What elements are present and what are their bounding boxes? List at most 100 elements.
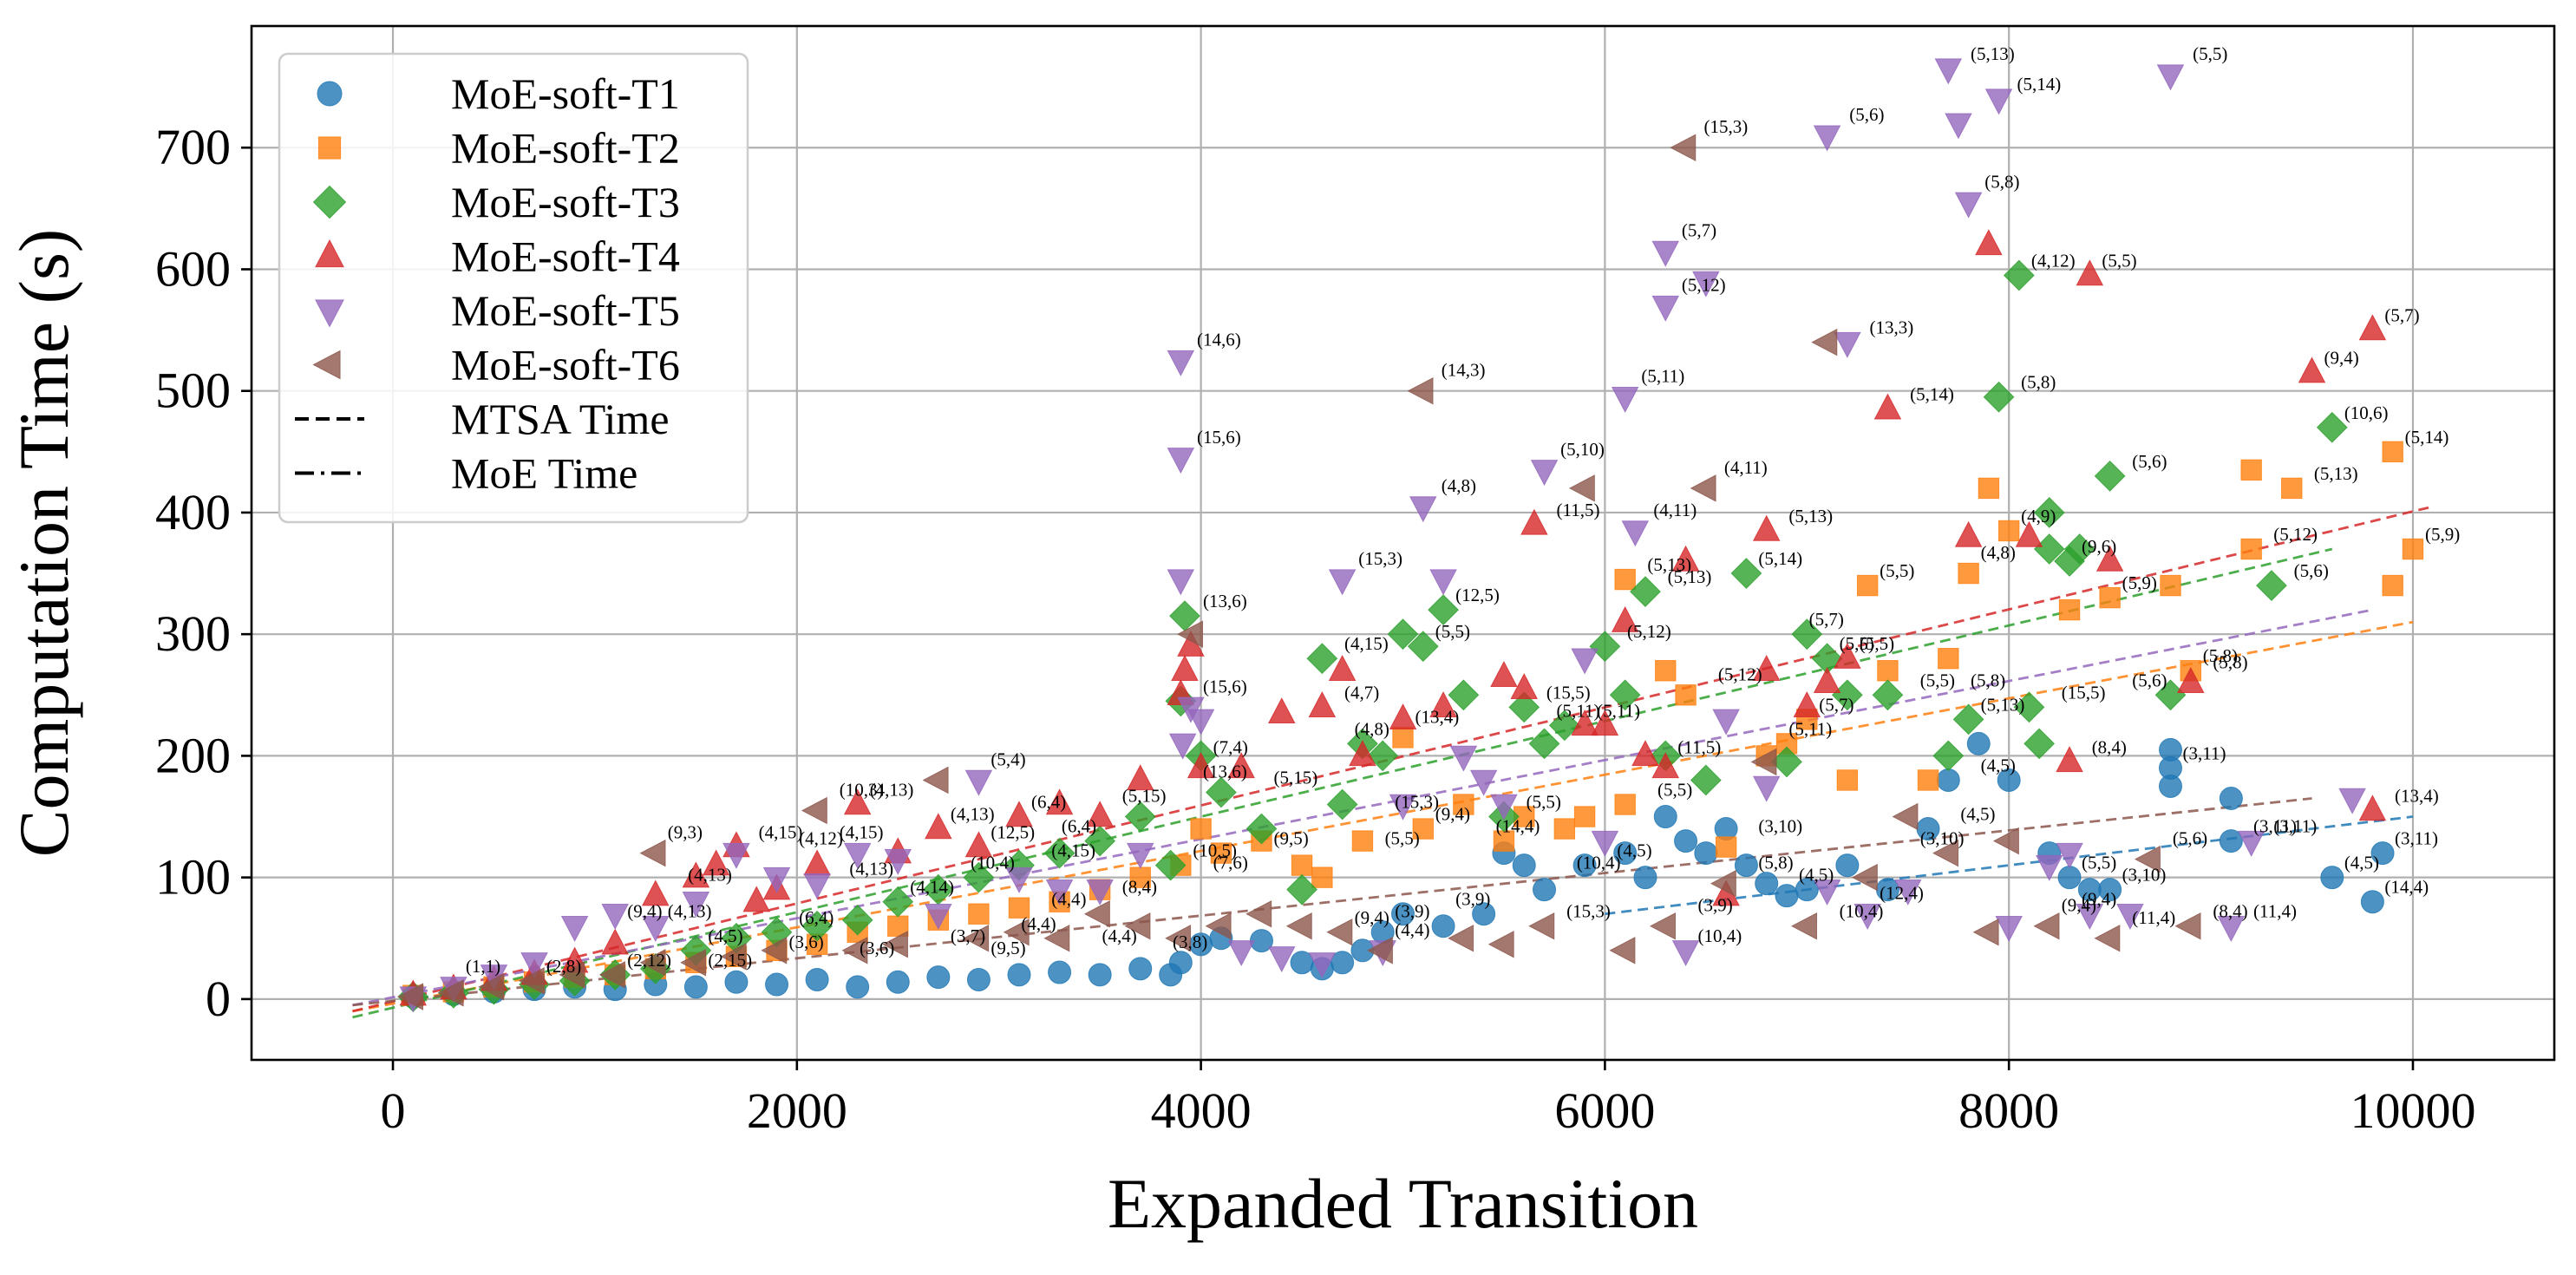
- y-tick-label: 300: [155, 605, 231, 662]
- data-point: [559, 961, 585, 989]
- data-point: [1568, 474, 1595, 502]
- point-label: (11,5): [1677, 736, 1721, 757]
- point-label: (5,14): [2405, 427, 2449, 448]
- data-point: [1124, 801, 1156, 833]
- point-label: (3,9): [1455, 889, 1490, 910]
- data-point: [1609, 679, 1641, 711]
- data-point: [1429, 691, 1457, 718]
- data-point: [1487, 930, 1514, 958]
- data-point: [922, 766, 949, 794]
- data-point: [1328, 654, 1357, 681]
- data-point: [1210, 842, 1232, 864]
- data-point: [1448, 924, 1474, 952]
- point-label: (4,8): [1355, 718, 1389, 739]
- point-label: (9,4): [1355, 907, 1389, 928]
- data-point: [2013, 691, 2045, 723]
- data-point: [1126, 842, 1154, 869]
- data-point: [682, 861, 710, 888]
- data-point: [1954, 192, 1983, 219]
- data-point: [1611, 387, 1639, 413]
- data-point: [1932, 740, 1965, 772]
- point-label: (5,5): [1657, 780, 1692, 801]
- data-point: [1877, 660, 1899, 682]
- data-point: [2320, 866, 2344, 890]
- data-point: [1328, 569, 1357, 596]
- data-point: [1508, 691, 1540, 723]
- data-point: [2003, 259, 2035, 291]
- data-point: [2099, 586, 2121, 609]
- data-point: [1978, 477, 2000, 500]
- point-label: (12,5): [991, 822, 1035, 843]
- data-point: [1984, 88, 2013, 115]
- data-point: [1453, 794, 1474, 815]
- point-label: (12,5): [1455, 585, 1500, 605]
- point-label: (5,4): [991, 749, 1025, 769]
- point-label: (5,5): [1840, 633, 1874, 654]
- data-point: [2033, 912, 2060, 940]
- data-point: [1752, 654, 1781, 681]
- point-label: (5,12): [1718, 664, 1762, 684]
- data-point: [1205, 912, 1232, 940]
- point-label: (13,3): [1870, 317, 1914, 338]
- point-label: (4,7): [1344, 682, 1379, 703]
- data-point: [1972, 918, 1999, 946]
- point-label: (13,4): [1415, 706, 1460, 727]
- data-point: [1391, 902, 1415, 926]
- point-label: (4,13): [849, 859, 893, 879]
- point-label: (14,4): [1496, 816, 1540, 837]
- point-label: (3,11): [2253, 816, 2297, 837]
- data-point: [964, 831, 993, 858]
- data-point: [968, 903, 990, 925]
- point-label: (5,5): [1527, 792, 1561, 813]
- data-point: [1694, 841, 1718, 866]
- point-label: (3,8): [1173, 932, 1207, 952]
- data-point: [1997, 520, 2020, 542]
- data-point: [2382, 574, 2403, 597]
- data-point: [720, 943, 747, 971]
- data-point: [846, 975, 870, 999]
- data-point: [2382, 441, 2403, 463]
- data-point: [1389, 794, 1417, 821]
- data-point: [1734, 853, 1758, 878]
- data-point: [1530, 460, 1559, 487]
- point-label: (8,4): [2092, 736, 2127, 757]
- data-point: [1246, 813, 1278, 845]
- data-point: [881, 930, 908, 958]
- data-point: [1512, 853, 1536, 878]
- data-point: [1611, 605, 1639, 632]
- point-label: (4,12): [2031, 250, 2076, 271]
- y-tick-label: 0: [206, 971, 231, 1027]
- point-label: (4,8): [1981, 542, 2016, 563]
- point-label: (4,13): [870, 780, 914, 801]
- data-point: [1813, 879, 1841, 906]
- point-label: (12,4): [1880, 883, 1924, 904]
- point-label: (2,12): [627, 950, 671, 971]
- data-point: [1167, 448, 1195, 474]
- point-label: (5,6): [2132, 451, 2167, 472]
- point-label: (3,10): [2122, 865, 2167, 886]
- y-tick-label: 700: [155, 119, 231, 175]
- data-point: [1651, 295, 1680, 322]
- point-label: (4,15): [840, 822, 884, 843]
- legend-marker: [315, 299, 344, 328]
- point-label: (10,3): [840, 780, 884, 801]
- data-point: [1407, 631, 1439, 663]
- point-label: (8,4): [1122, 877, 1157, 898]
- data-point: [2256, 570, 2287, 601]
- data-point: [1892, 802, 1919, 831]
- point-label: (4,5): [1960, 804, 1995, 825]
- data-point: [1966, 731, 1991, 755]
- data-point: [2098, 878, 2122, 902]
- data-point: [518, 967, 545, 995]
- data-point: [1520, 508, 1548, 535]
- data-point: [1008, 897, 1030, 919]
- data-point: [1997, 768, 2021, 792]
- point-label: (4,12): [799, 828, 843, 849]
- data-point: [2219, 786, 2243, 810]
- y-tick-label: 100: [155, 849, 231, 906]
- data-point: [1752, 775, 1781, 802]
- data-point: [1043, 924, 1070, 952]
- data-point: [1086, 879, 1114, 906]
- data-point: [2240, 459, 2262, 481]
